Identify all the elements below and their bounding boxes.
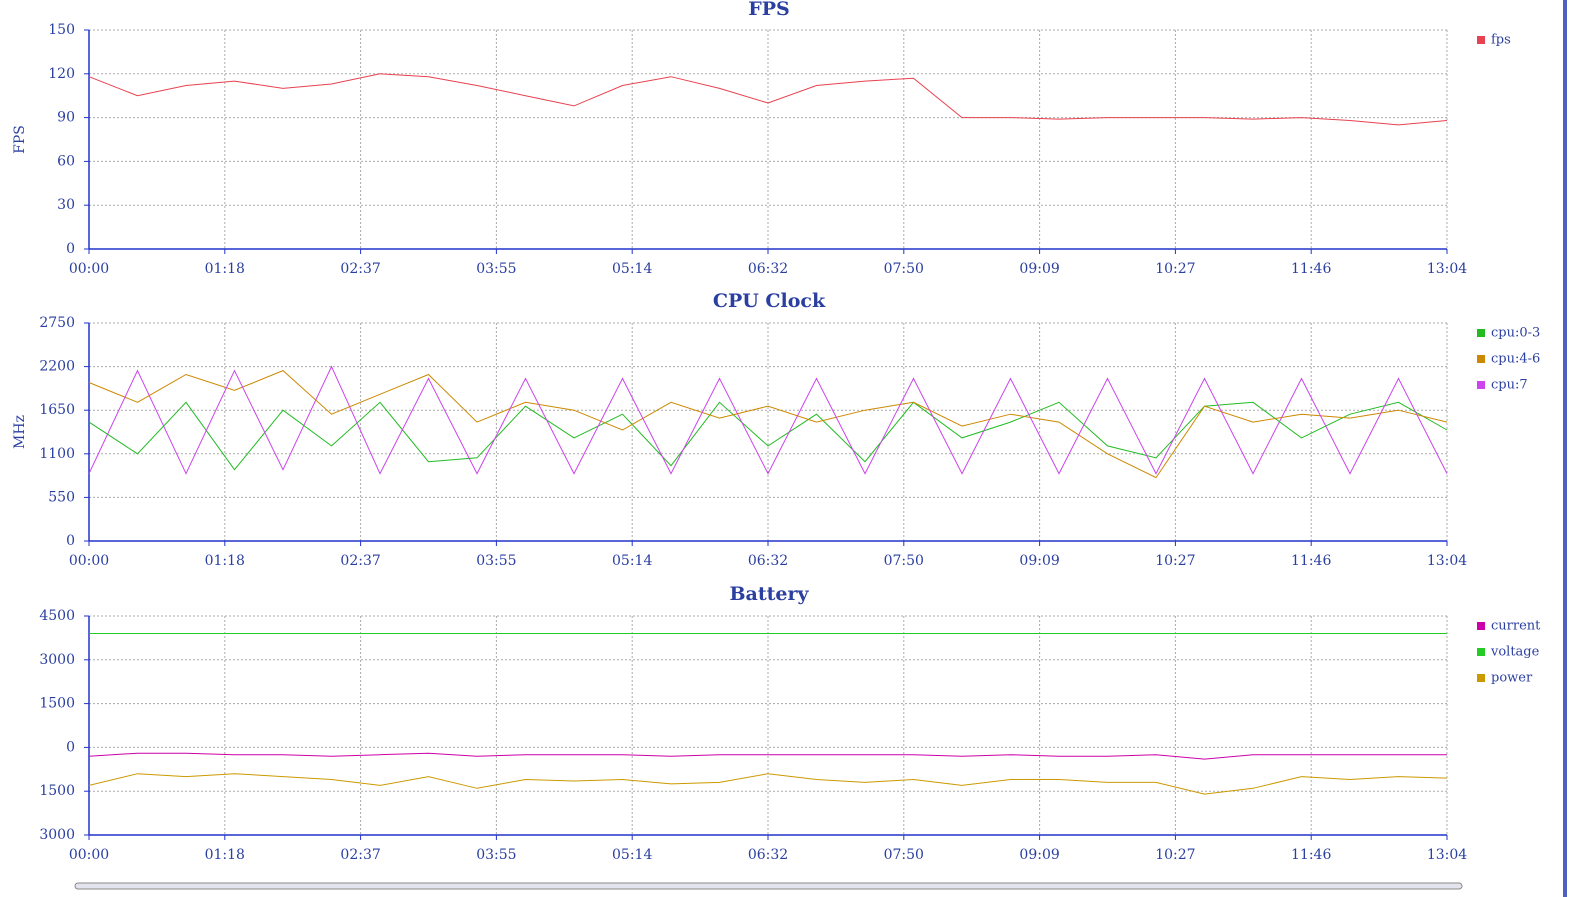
legend-swatch <box>1477 329 1485 337</box>
legend-label: voltage <box>1490 645 1540 660</box>
legend-label: cpu:4-6 <box>1491 352 1540 367</box>
x-tick-label: 01:18 <box>205 847 245 863</box>
y-tick-label: 60 <box>57 153 75 169</box>
x-tick-label: 11:46 <box>1291 553 1331 569</box>
x-tick-label: 05:14 <box>612 847 652 863</box>
legend-label: current <box>1491 619 1541 634</box>
x-tick-label: 11:46 <box>1291 261 1331 277</box>
x-tick-label: 03:55 <box>476 261 516 277</box>
x-tick-label: 13:04 <box>1427 261 1467 277</box>
series-line <box>88 401 1448 471</box>
y-tick-label: 150 <box>48 22 75 38</box>
y-tick-label: 120 <box>48 66 75 82</box>
x-tick-label: 07:50 <box>884 553 924 569</box>
y-tick-label: 2750 <box>39 315 75 331</box>
y-axis-label: MHz <box>12 415 28 449</box>
chart-title: CPU Clock <box>713 290 826 312</box>
y-tick-label: 4500 <box>39 608 75 624</box>
y-tick-label: 1500 <box>39 783 75 799</box>
y-tick-label: 2200 <box>39 359 75 375</box>
x-tick-label: 09:09 <box>1019 261 1059 277</box>
legend-swatch <box>1477 355 1485 363</box>
x-tick-label: 06:32 <box>748 553 788 569</box>
legend-swatch <box>1477 36 1485 44</box>
x-tick-label: 02:37 <box>340 553 380 569</box>
y-tick-label: 0 <box>66 739 75 755</box>
x-tick-label: 01:18 <box>205 553 245 569</box>
legend-swatch <box>1477 622 1485 630</box>
legend-swatch <box>1477 381 1485 389</box>
x-tick-label: 03:55 <box>476 847 516 863</box>
x-tick-label: 09:09 <box>1019 553 1059 569</box>
y-tick-label: 3000 <box>39 827 75 843</box>
x-tick-label: 07:50 <box>884 847 924 863</box>
y-tick-label: 0 <box>66 533 75 549</box>
y-tick-label: 90 <box>57 110 75 126</box>
scroll-edge <box>1563 0 1567 897</box>
chart-title: Battery <box>729 583 809 605</box>
x-tick-label: 10:27 <box>1155 847 1195 863</box>
legend-swatch <box>1477 674 1485 682</box>
y-tick-label: 0 <box>66 241 75 257</box>
x-tick-label: 06:32 <box>748 847 788 863</box>
x-tick-label: 03:55 <box>476 553 516 569</box>
h-scrollbar[interactable] <box>74 882 1463 890</box>
legend-label: fps <box>1491 33 1511 48</box>
series-line <box>88 370 1448 479</box>
legend-label: cpu:7 <box>1491 378 1528 393</box>
y-tick-label: 3000 <box>39 652 75 668</box>
chart-title: FPS <box>748 0 790 20</box>
y-tick-label: 1500 <box>39 696 75 712</box>
series-line <box>88 73 1448 126</box>
y-tick-label: 1100 <box>39 446 75 462</box>
y-axis-label: FPS <box>12 125 28 154</box>
series-line <box>88 773 1448 795</box>
series-line <box>88 365 1448 475</box>
x-tick-label: 13:04 <box>1427 847 1467 863</box>
x-tick-label: 07:50 <box>884 261 924 277</box>
legend-label: cpu:0-3 <box>1491 326 1540 341</box>
series-line <box>88 752 1447 760</box>
y-tick-label: 30 <box>57 197 75 213</box>
x-tick-label: 05:14 <box>612 553 652 569</box>
x-tick-label: 00:00 <box>69 553 109 569</box>
x-tick-label: 00:00 <box>69 261 109 277</box>
x-tick-label: 11:46 <box>1291 847 1331 863</box>
x-tick-label: 01:18 <box>205 261 245 277</box>
y-tick-label: 550 <box>48 489 75 505</box>
x-tick-label: 10:27 <box>1155 261 1195 277</box>
x-tick-label: 06:32 <box>748 261 788 277</box>
x-tick-label: 02:37 <box>340 847 380 863</box>
x-tick-label: 13:04 <box>1427 553 1467 569</box>
x-tick-label: 05:14 <box>612 261 652 277</box>
y-tick-label: 1650 <box>39 402 75 418</box>
x-tick-label: 02:37 <box>340 261 380 277</box>
x-tick-label: 09:09 <box>1019 847 1059 863</box>
x-tick-label: 10:27 <box>1155 553 1195 569</box>
legend-label: power <box>1491 671 1533 686</box>
legend-swatch <box>1477 648 1485 656</box>
x-tick-label: 00:00 <box>69 847 109 863</box>
